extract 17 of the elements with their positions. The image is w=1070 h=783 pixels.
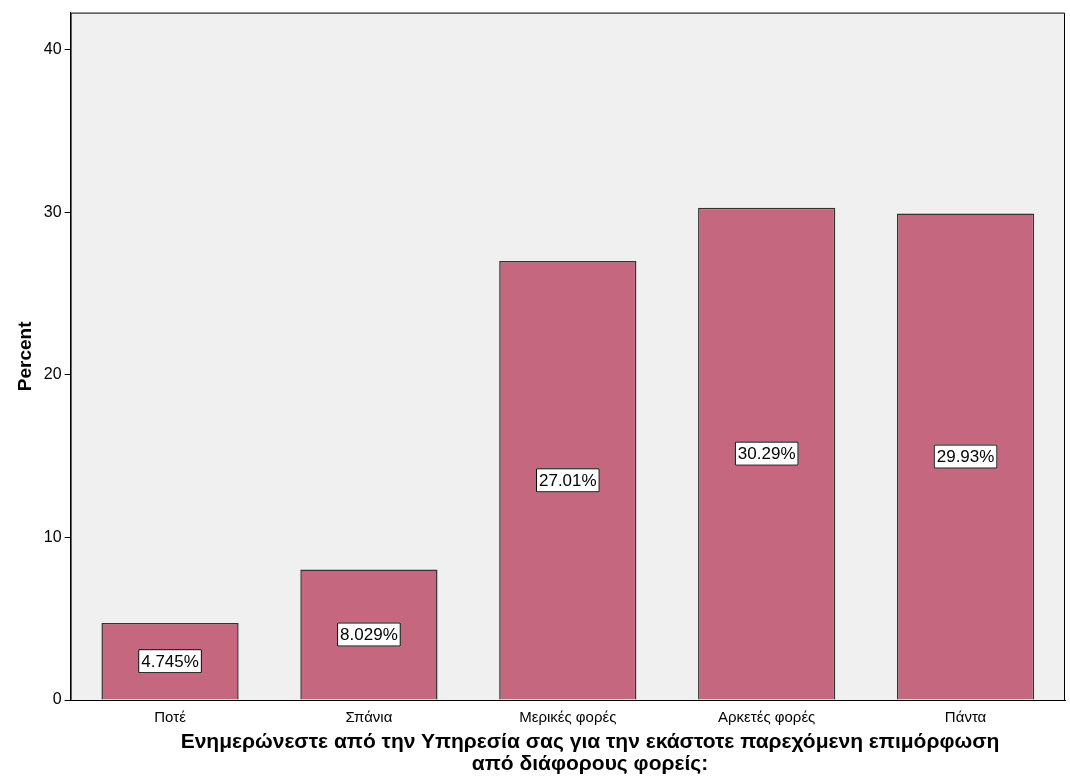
x-tick-label: Ποτέ xyxy=(154,708,187,726)
x-tick-label: Σπάνια xyxy=(345,708,393,726)
x-axis-title: Ενημερώνεστε από την Υπηρεσία σας για την εκάστοτε παρεχόμενη επιμόρφωση από διάφορους φορείς: xyxy=(179,729,1001,774)
y-tick-label: 0 xyxy=(52,690,62,708)
data-label: 8.029% xyxy=(340,625,398,645)
x-tick-label: Πάντα xyxy=(944,708,987,726)
x-tick-label: Μερικές φορές xyxy=(519,708,617,726)
data-label: 30.29% xyxy=(737,444,796,464)
y-axis-title: Percent xyxy=(13,320,35,392)
y-tick-label: 10 xyxy=(43,527,62,545)
y-tick-label: 30 xyxy=(43,202,62,220)
data-label: 27.01% xyxy=(538,470,597,490)
y-tick-label: 20 xyxy=(43,365,62,383)
y-tick-label: 40 xyxy=(43,40,62,58)
data-label: 29.93% xyxy=(936,447,995,467)
data-label: 4.745% xyxy=(141,651,199,671)
x-tick-label: Αρκετές φορές xyxy=(718,708,816,726)
